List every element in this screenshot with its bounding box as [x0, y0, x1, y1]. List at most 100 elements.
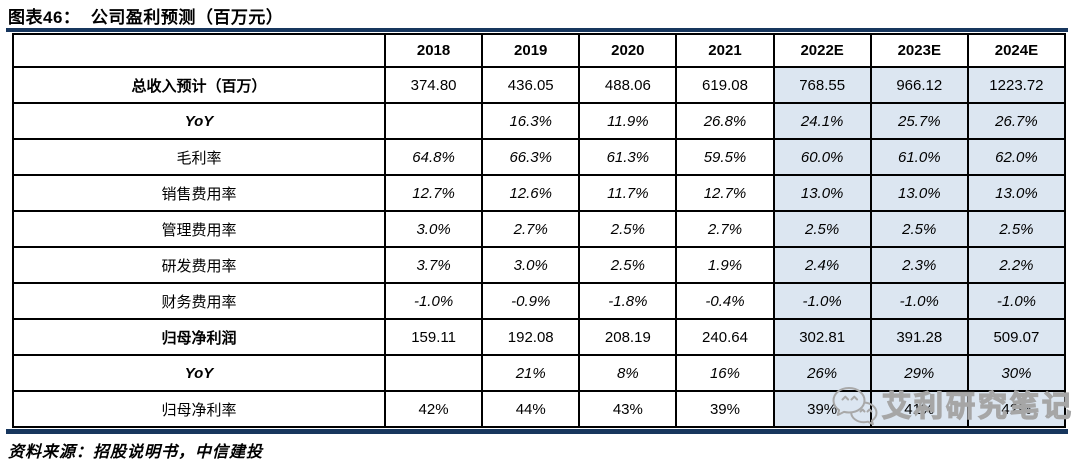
table-cell: 11.7%: [578, 174, 678, 212]
table-cell: -1.0%: [772, 282, 872, 320]
table-cell: 391.28: [869, 318, 969, 356]
table-cell: [383, 102, 484, 140]
table-cell: 13.0%: [966, 174, 1067, 212]
table-cell: 2.5%: [966, 210, 1067, 248]
table-cell: 16%: [675, 354, 775, 392]
table-row: 毛利率 64.8% 66.3% 61.3% 59.5% 60.0% 61.0% 62.0%: [12, 138, 1067, 176]
table-cell: 2.5%: [869, 210, 969, 248]
table-cell: 62.0%: [966, 138, 1067, 176]
table-cell: 2.7%: [675, 210, 775, 248]
table-cell: 2.5%: [578, 210, 678, 248]
table-cell: 208.19: [578, 318, 678, 356]
top-rule: [6, 28, 1068, 32]
table-cell: -0.9%: [481, 282, 581, 320]
table-cell: 2.5%: [578, 246, 678, 284]
table-cell: 3.7%: [383, 246, 484, 284]
row-label: 归母净利润: [12, 318, 386, 356]
table-cell: 42%: [383, 390, 484, 428]
table-cell: 1223.72: [966, 66, 1067, 104]
column-header: 2023E: [869, 33, 969, 68]
table-cell: 39%: [675, 390, 775, 428]
table-cell: 64.8%: [383, 138, 484, 176]
table-cell: 30%: [966, 354, 1067, 392]
data-source-note: 资料来源：招股说明书，中信建投: [8, 444, 264, 461]
column-header: 2021: [675, 33, 775, 68]
table-cell: 509.07: [966, 318, 1067, 356]
row-label: 研发费用率: [12, 246, 386, 284]
table-cell: 3.0%: [383, 210, 484, 248]
table-cell: 2.5%: [772, 210, 872, 248]
table-cell: 25.7%: [869, 102, 969, 140]
column-header: 2018: [383, 33, 484, 68]
table-cell: -0.4%: [675, 282, 775, 320]
table-row: 管理费用率 3.0% 2.7% 2.5% 2.7% 2.5% 2.5% 2.5%: [12, 210, 1067, 248]
table-cell: 39%: [772, 390, 872, 428]
column-header: 2019: [481, 33, 581, 68]
row-label: 总收入预计（百万）: [12, 66, 386, 104]
table-cell: 26.8%: [675, 102, 775, 140]
table-cell: 768.55: [772, 66, 872, 104]
table-cell: 21%: [481, 354, 581, 392]
table-cell: -1.0%: [966, 282, 1067, 320]
table-cell: 2.4%: [772, 246, 872, 284]
table-cell: 12.7%: [383, 174, 484, 212]
table-cell: 16.3%: [481, 102, 581, 140]
table-cell: 13.0%: [772, 174, 872, 212]
figure-title: 图表46： 公司盈利预测（百万元）: [8, 8, 284, 27]
table-cell: 66.3%: [481, 138, 581, 176]
table-cell: 3.0%: [481, 246, 581, 284]
table-cell: 12.7%: [675, 174, 775, 212]
column-header: 2022E: [772, 33, 872, 68]
corner-cell: [12, 33, 386, 68]
table-cell: 2.2%: [966, 246, 1067, 284]
column-header: 2020: [578, 33, 678, 68]
table-cell: 24.1%: [772, 102, 872, 140]
table-row: YoY 16.3% 11.9% 26.8% 24.1% 25.7% 26.7%: [12, 102, 1067, 140]
bottom-rule: [6, 429, 1068, 434]
row-label: 销售费用率: [12, 174, 386, 212]
table-row: 销售费用率 12.7% 12.6% 11.7% 12.7% 13.0% 13.0% 13.0%: [12, 174, 1067, 212]
table-cell: 43%: [578, 390, 678, 428]
table-cell: 240.64: [675, 318, 775, 356]
table-cell: [383, 354, 484, 392]
table-cell: 12.6%: [481, 174, 581, 212]
table-cell: 966.12: [869, 66, 969, 104]
table-cell: 41%: [869, 390, 969, 428]
table-row: 归母净利润 159.11 192.08 208.19 240.64 302.81 391.2…: [12, 318, 1067, 356]
table-header: 2018 2019 2020 2021 2022E 2023E 2024E: [12, 33, 1067, 68]
row-label: YoY: [12, 102, 386, 140]
row-label: 管理费用率: [12, 210, 386, 248]
table-cell: -1.0%: [869, 282, 969, 320]
table-cell: 374.80: [383, 66, 484, 104]
table-body: 总收入预计（百万） 374.80 436.05 488.06 619.08 768.55 9…: [12, 66, 1067, 428]
column-header: 2024E: [966, 33, 1067, 68]
table-cell: 60.0%: [772, 138, 872, 176]
table-row: YoY 21% 8% 16% 26% 29% 30%: [12, 354, 1067, 392]
table-cell: 192.08: [481, 318, 581, 356]
table-cell: -1.0%: [383, 282, 484, 320]
table-cell: 42%: [966, 390, 1067, 428]
table-cell: 11.9%: [578, 102, 678, 140]
table-cell: 2.7%: [481, 210, 581, 248]
table-cell: -1.8%: [578, 282, 678, 320]
row-label: YoY: [12, 354, 386, 392]
table-cell: 26.7%: [966, 102, 1067, 140]
table-cell: 1.9%: [675, 246, 775, 284]
forecast-table: 2018 2019 2020 2021 2022E 2023E 2024E 总收入预计（百万…: [12, 33, 1067, 428]
table-cell: 159.11: [383, 318, 484, 356]
table-cell: 26%: [772, 354, 872, 392]
table-cell: 488.06: [578, 66, 678, 104]
table-row: 研发费用率 3.7% 3.0% 2.5% 1.9% 2.4% 2.3% 2.2%: [12, 246, 1067, 284]
row-label: 归母净利率: [12, 390, 386, 428]
table-cell: 13.0%: [869, 174, 969, 212]
table-cell: 2.3%: [869, 246, 969, 284]
table-cell: 59.5%: [675, 138, 775, 176]
table-cell: 61.0%: [869, 138, 969, 176]
table-row: 总收入预计（百万） 374.80 436.05 488.06 619.08 768.55 9…: [12, 66, 1067, 104]
table-cell: 44%: [481, 390, 581, 428]
table-cell: 8%: [578, 354, 678, 392]
table-row: 财务费用率 -1.0% -0.9% -1.8% -0.4% -1.0% -1.0% -1.0%: [12, 282, 1067, 320]
row-label: 财务费用率: [12, 282, 386, 320]
row-label: 毛利率: [12, 138, 386, 176]
table-cell: 302.81: [772, 318, 872, 356]
